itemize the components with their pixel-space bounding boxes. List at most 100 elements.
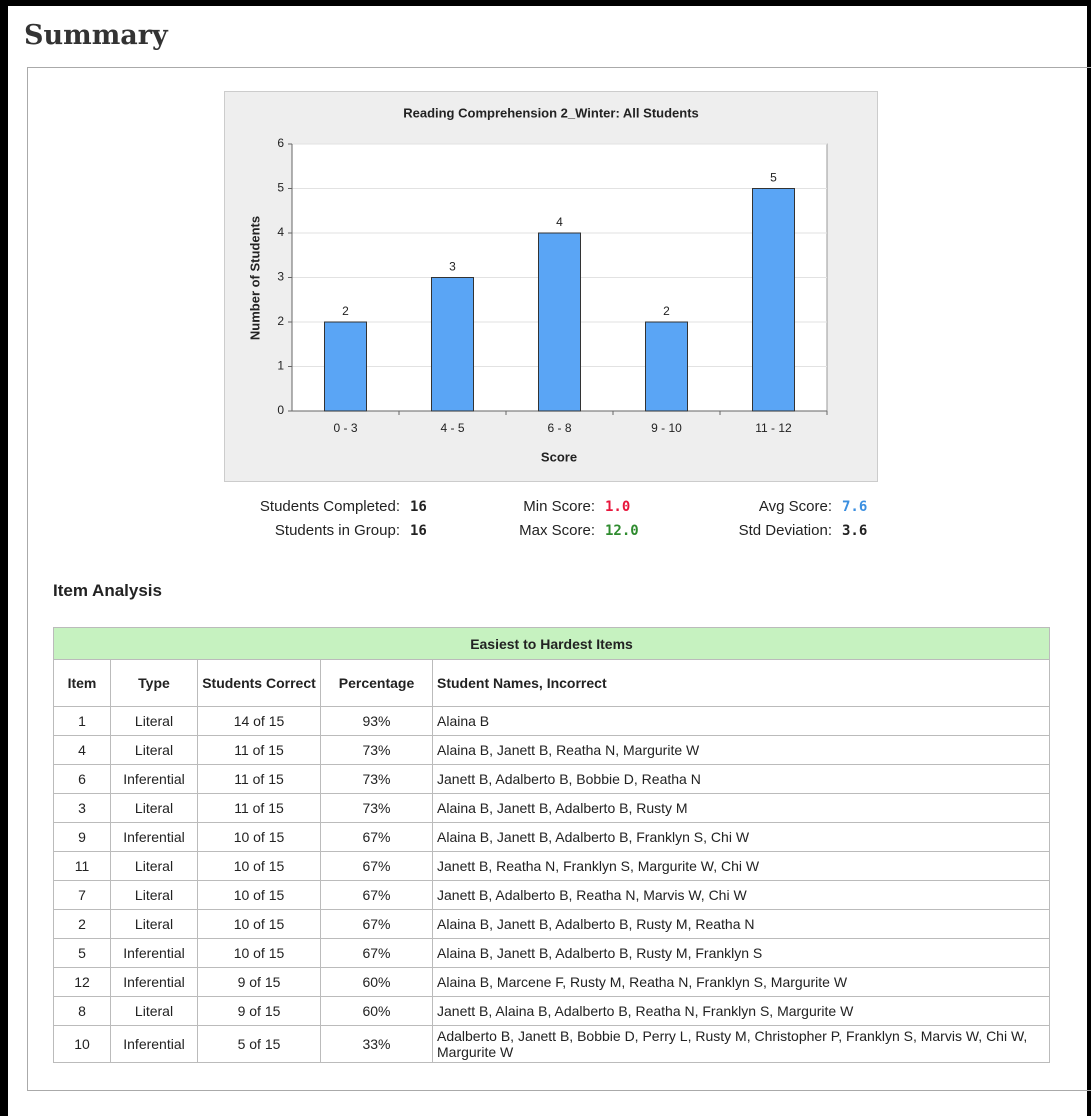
stat-label: Min Score:: [523, 498, 595, 515]
table-cell: 3: [53, 793, 111, 823]
table-row: 9 Inferential 10 of 15 67% Alaina B, Janett …: [53, 822, 1050, 852]
y-tick-label: 2: [277, 314, 284, 328]
stat-value: 3.6: [842, 523, 868, 539]
table-cell: Alaina B, Janett B, Adalberto B, Frankly…: [432, 822, 1050, 852]
table-row: 7 Literal 10 of 15 67% Janett B, Adalberto B…: [53, 880, 1050, 910]
chart-box: Reading Comprehension 2_Winter: All Stud…: [224, 91, 878, 482]
table-cell: 67%: [320, 822, 433, 852]
y-tick-label: 4: [277, 225, 284, 239]
table-cell: 10 of 15: [197, 851, 321, 881]
table-cell: 60%: [320, 996, 433, 1026]
stat-value: 16: [410, 499, 427, 515]
table-title: Easiest to Hardest Items: [53, 627, 1050, 660]
table-cell: 73%: [320, 793, 433, 823]
table-row: 11 Literal 10 of 15 67% Janett B, Reatha N, …: [53, 851, 1050, 881]
table-row: 1 Literal 14 of 15 93% Alaina B: [53, 706, 1050, 736]
table-row: 4 Literal 11 of 15 73% Alaina B, Janett B, R…: [53, 735, 1050, 765]
table-cell: 73%: [320, 764, 433, 794]
table-cell: 5: [53, 938, 111, 968]
table-cell: 10: [53, 1025, 111, 1063]
table-cell: 10 of 15: [197, 909, 321, 939]
table-cell: 14 of 15: [197, 706, 321, 736]
chart: Reading Comprehension 2_Winter: All Stud…: [247, 105, 828, 464]
y-tick-label: 5: [277, 181, 284, 195]
table-row: 6 Inferential 11 of 15 73% Janett B, Adalber…: [53, 764, 1050, 794]
table-cell: Inferential: [110, 967, 198, 997]
x-tick-label: 9 - 10: [651, 421, 682, 435]
table-cell: Janett B, Alaina B, Adalberto B, Reatha …: [432, 996, 1050, 1026]
table-cell: Literal: [110, 996, 198, 1026]
stat-label: Students Completed:: [259, 498, 400, 515]
x-tick-label: 11 - 12: [755, 421, 792, 435]
table-cell: Janett B, Reatha N, Franklyn S, Margurit…: [432, 851, 1050, 881]
table-cell: 33%: [320, 1025, 433, 1063]
table-cell: Inferential: [110, 1025, 198, 1063]
table-cell: Literal: [110, 706, 198, 736]
stat-label: Max Score:: [519, 522, 595, 539]
data-label: 5: [770, 171, 777, 185]
table-cell: 9 of 15: [197, 996, 321, 1026]
section-heading: Item Analysis: [53, 581, 162, 600]
column-header: Percentage: [320, 659, 433, 707]
table-cell: 2: [53, 909, 111, 939]
table-cell: 8: [53, 996, 111, 1026]
table-cell: 10 of 15: [197, 880, 321, 910]
table-cell: Inferential: [110, 764, 198, 794]
bar: [324, 321, 367, 412]
table-row: 3 Literal 11 of 15 73% Alaina B, Janett B, A…: [53, 793, 1050, 823]
stat-label: Std Deviation:: [738, 522, 832, 539]
table-title-row: Easiest to Hardest Items: [53, 627, 1050, 660]
table-cell: Alaina B, Janett B, Adalberto B, Rusty M: [432, 793, 1050, 823]
stat-value: 12.0: [605, 523, 639, 539]
bar: [645, 321, 688, 412]
x-tick-label: 4 - 5: [440, 421, 464, 435]
table-cell: Literal: [110, 735, 198, 765]
stat-label: Avg Score:: [758, 498, 832, 515]
column-header: Students Correct: [197, 659, 321, 707]
table-cell: 11 of 15: [197, 764, 321, 794]
table-cell: 7: [53, 880, 111, 910]
table-cell: Adalberto B, Janett B, Bobbie D, Perry L…: [432, 1025, 1050, 1063]
table-cell: Inferential: [110, 822, 198, 852]
table-cell: Alaina B, Janett B, Adalberto B, Rusty M…: [432, 938, 1050, 968]
table-cell: Alaina B, Janett B, Reatha N, Margurite …: [432, 735, 1050, 765]
table-cell: 67%: [320, 851, 433, 881]
stat-value: 1.0: [605, 499, 631, 515]
table-cell: 6: [53, 764, 111, 794]
table-cell: 67%: [320, 909, 433, 939]
table-cell: 67%: [320, 938, 433, 968]
table-cell: Alaina B, Janett B, Adalberto B, Rusty M…: [432, 909, 1050, 939]
table-cell: 12: [53, 967, 111, 997]
data-label: 3: [449, 260, 456, 274]
table-cell: Janett B, Adalberto B, Reatha N, Marvis …: [432, 880, 1050, 910]
page-title: Summary: [24, 20, 168, 51]
chart-title: Reading Comprehension 2_Winter: All Stud…: [403, 105, 699, 120]
table-cell: 5 of 15: [197, 1025, 321, 1063]
table-row: 8 Literal 9 of 15 60% Janett B, Alaina B, Ad…: [53, 996, 1050, 1026]
table-cell: Alaina B: [432, 706, 1050, 736]
table-cell: 60%: [320, 967, 433, 997]
x-tick-label: 6 - 8: [547, 421, 571, 435]
table-cell: Alaina B, Marcene F, Rusty M, Reatha N, …: [432, 967, 1050, 997]
table-cell: 9: [53, 822, 111, 852]
table-cell: 11: [53, 851, 111, 881]
table-cell: Janett B, Adalberto B, Bobbie D, Reatha …: [432, 764, 1050, 794]
data-label: 2: [342, 304, 349, 318]
data-label: 2: [663, 304, 670, 318]
table-cell: 11 of 15: [197, 735, 321, 765]
column-header: Item: [53, 659, 111, 707]
table-cell: 4: [53, 735, 111, 765]
stat-value: 16: [410, 523, 427, 539]
stat-value: 7.6: [842, 499, 868, 515]
table-cell: Inferential: [110, 938, 198, 968]
table-cell: 11 of 15: [197, 793, 321, 823]
table-cell: Literal: [110, 851, 198, 881]
header-row: Item Type Students Correct Percentage Studen…: [53, 659, 1050, 707]
y-tick-label: 6: [277, 136, 284, 150]
table-cell: 10 of 15: [197, 938, 321, 968]
table-cell: Literal: [110, 909, 198, 939]
table-cell: 1: [53, 706, 111, 736]
table-cell: 67%: [320, 880, 433, 910]
item-table: Easiest to Hardest Items Item Type Students…: [53, 627, 1050, 1063]
